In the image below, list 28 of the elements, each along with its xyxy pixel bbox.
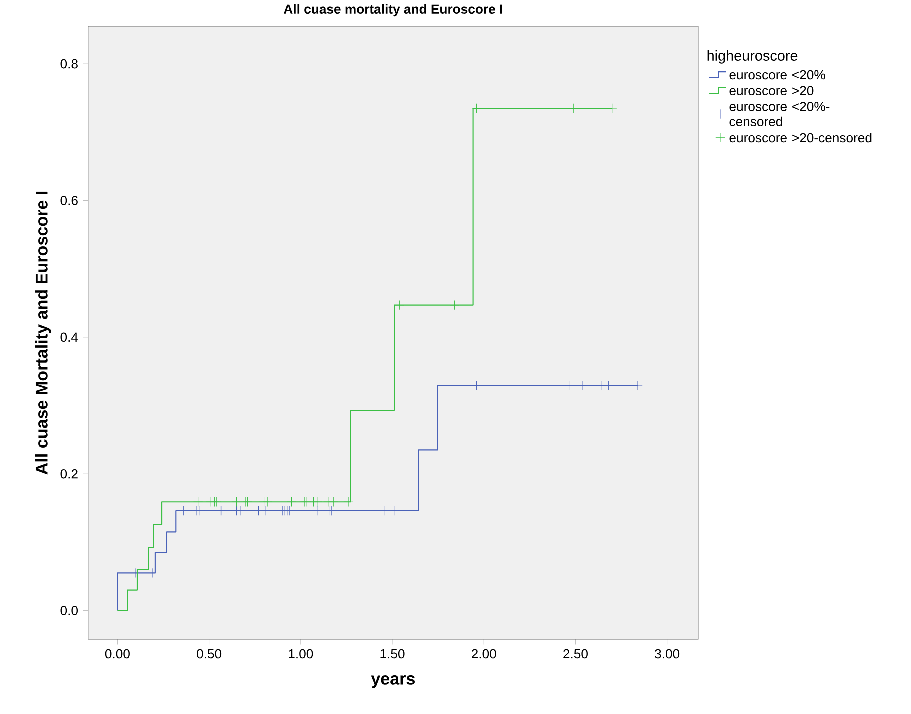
x-tick-label: 2.50	[564, 649, 588, 659]
y-tick-label: 0.2	[60, 469, 78, 479]
legend-title: higheuroscore	[708, 50, 798, 64]
x-tick-label: 0.50	[197, 649, 222, 659]
x-tick-label: 0.00	[105, 649, 130, 659]
point	[329, 497, 339, 507]
x-axis-title: years	[371, 675, 416, 688]
point	[450, 300, 460, 310]
y-tick-label: 0.0	[60, 606, 78, 616]
point	[232, 497, 242, 507]
x-tick-label: 3.00	[655, 649, 680, 659]
legend-label: euroscore <20%	[730, 70, 826, 80]
x-tick-label: 2.00	[472, 649, 496, 659]
chart-title: All cuase mortality and Euroscore I	[284, 4, 502, 16]
y-tick-label: 0.4	[60, 332, 78, 342]
point	[193, 497, 204, 507]
legend-label: euroscore >20-censored	[730, 132, 872, 143]
point	[263, 497, 273, 507]
legend-label: euroscore >20	[730, 86, 814, 96]
point	[394, 300, 405, 310]
x-tick-label: 1.50	[380, 649, 405, 659]
point	[344, 497, 354, 507]
y-tick-label: 0.6	[60, 196, 78, 206]
point	[286, 497, 297, 507]
point	[312, 497, 322, 507]
y-axis-title: All cuase Mortality and Euroscore I	[35, 192, 52, 475]
y-tick-label: 0.8	[60, 59, 78, 69]
x-tick-label: 1.00	[289, 649, 314, 659]
